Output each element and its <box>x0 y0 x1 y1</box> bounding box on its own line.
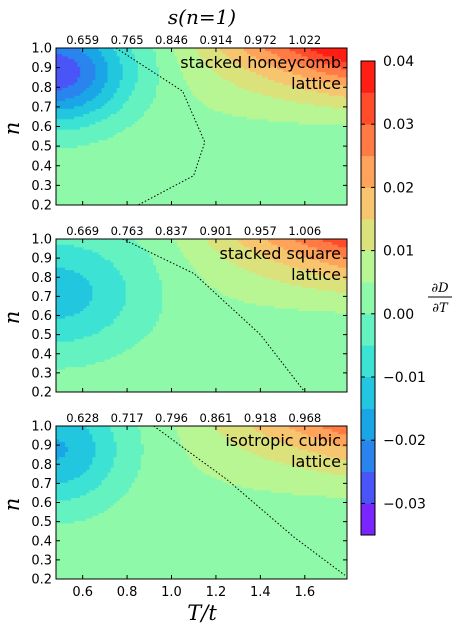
y-tick-label: 0.8 <box>31 271 52 286</box>
colorbar-tick-label: 0.00 <box>383 307 414 323</box>
top-axis-label: 0.968 <box>288 411 321 425</box>
colorbar-segment <box>361 313 375 346</box>
contour-panel-1: 0.2 0.3 0.4 0.5 0.6 0.7 0.8 0.9 1.0 0.659 0.765 0.8… <box>0 33 348 214</box>
x-tick-label: 1.6 <box>294 585 315 600</box>
top-axis-label: 0.763 <box>111 224 144 238</box>
y-tick-label: 0.5 <box>31 515 52 530</box>
y-tick-label: 1.0 <box>31 420 52 435</box>
y-tick-label: 0.4 <box>31 347 52 362</box>
x-tick-label: 1.2 <box>206 585 227 600</box>
zero-contour-line <box>115 48 206 205</box>
colorbar-tick-label: 0.01 <box>383 244 414 260</box>
colorbar-segment <box>361 345 375 378</box>
colorbar-tick-label: −0.01 <box>383 370 426 386</box>
colorbar-segment <box>361 408 375 441</box>
colorbar-segment <box>361 187 375 220</box>
colorbar-tick-label: 0.03 <box>383 117 414 133</box>
panel-name-line1: stacked square <box>220 244 342 263</box>
y-tick-label: 0.4 <box>31 534 52 549</box>
colorbar-segment <box>361 124 375 157</box>
top-axis-label: 0.957 <box>244 224 277 238</box>
panel-name-line1: isotropic cubic <box>225 431 341 450</box>
y-tick-label: 0.6 <box>31 120 52 135</box>
top-axis-label: 0.796 <box>155 411 188 425</box>
panel-name-line1: stacked honeycomb <box>180 53 341 72</box>
colorbar-segment <box>361 92 375 125</box>
x-tick-label: 0.6 <box>72 585 93 600</box>
y-tick-label: 0.5 <box>31 140 52 155</box>
y-tick-label: 0.5 <box>31 328 52 343</box>
y-tick-label: 0.2 <box>31 386 52 401</box>
colorbar-segment <box>361 377 375 409</box>
top-axis-label: 0.846 <box>155 33 188 47</box>
y-axis-label: n <box>0 498 24 512</box>
colorbar-segment <box>361 440 375 473</box>
colorbar: 0.04 0.03 0.02 0.01 0.00 −0.01 −0.02 −0.03 <box>360 54 426 536</box>
y-tick-label: 0.9 <box>31 61 52 76</box>
contour-panel-3: 0.2 0.3 0.4 0.5 0.6 0.7 0.8 0.9 1.0 0.6 0.8 1.0 1.2 1… <box>0 411 348 600</box>
colorbar-label: ∂D ∂T <box>428 281 452 316</box>
top-axis-label: 0.861 <box>199 411 232 425</box>
contour-field <box>56 48 347 205</box>
zero-contour-line <box>153 426 346 576</box>
y-tick-label: 0.8 <box>31 458 52 473</box>
y-tick-label: 0.7 <box>31 290 52 305</box>
colorbar-tick-label: −0.02 <box>383 433 426 449</box>
x-tick-label: 0.8 <box>117 585 138 600</box>
y-axis-label: n <box>0 311 24 325</box>
y-tick-label: 0.6 <box>31 309 52 324</box>
colorbar-tick-label: 0.02 <box>383 180 414 196</box>
top-axis-label: 0.972 <box>244 33 277 47</box>
top-axis-label: 0.717 <box>111 411 144 425</box>
y-tick-label: 0.4 <box>31 159 52 174</box>
top-axis-label: 0.669 <box>66 224 99 238</box>
y-tick-label: 1.0 <box>31 42 52 57</box>
colorbar-segment <box>361 219 375 251</box>
y-tick-label: 0.3 <box>31 179 52 194</box>
y-tick-label: 0.9 <box>31 439 52 454</box>
contour-field <box>56 239 347 392</box>
y-tick-label: 0.7 <box>31 100 52 115</box>
panel-name-line2: lattice <box>291 265 341 284</box>
colorbar-segment <box>361 282 375 315</box>
colorbar-segment <box>361 250 375 283</box>
panel-name-line2: lattice <box>291 452 341 471</box>
colorbar-segment <box>361 61 375 93</box>
y-tick-label: 0.2 <box>31 199 52 214</box>
colorbar-tick-label: −0.03 <box>383 496 426 512</box>
y-tick-label: 0.3 <box>31 553 52 568</box>
colorbar-segment <box>361 471 375 504</box>
top-axis-label: 0.914 <box>199 33 232 47</box>
x-axis-label: T/t <box>187 601 217 625</box>
panel-name-line2: lattice <box>291 74 341 93</box>
y-tick-label: 0.3 <box>31 366 52 381</box>
colorbar-tick-label: 0.04 <box>383 54 414 70</box>
contour-field <box>56 426 347 579</box>
x-tick-label: 1.4 <box>250 585 271 600</box>
top-axis-label: 0.837 <box>155 224 188 238</box>
contour-panel-2: 0.2 0.3 0.4 0.5 0.6 0.7 0.8 0.9 1.0 0.669 0.763 0.8… <box>0 224 348 401</box>
y-tick-label: 0.8 <box>31 81 52 96</box>
y-tick-label: 0.6 <box>31 496 52 511</box>
y-tick-label: 1.0 <box>31 233 52 248</box>
top-axis-label: 0.628 <box>66 411 99 425</box>
colorbar-segment <box>361 503 375 536</box>
y-tick-label: 0.2 <box>31 573 52 588</box>
top-axis-label: 0.901 <box>199 224 232 238</box>
y-tick-label: 0.7 <box>31 477 52 492</box>
top-axis-label: 0.765 <box>111 33 144 47</box>
top-axis-label: 0.918 <box>244 411 277 425</box>
figure-title: s(n=1) <box>168 5 236 29</box>
y-tick-label: 0.9 <box>31 252 52 267</box>
x-tick-label: 1.0 <box>161 585 182 600</box>
top-axis-label: 1.022 <box>288 33 321 47</box>
colorbar-segment <box>361 155 375 188</box>
top-axis-label: 1.006 <box>288 224 321 238</box>
y-axis-label: n <box>0 122 24 136</box>
top-axis-label: 0.659 <box>66 33 99 47</box>
zero-contour-line <box>122 239 306 392</box>
